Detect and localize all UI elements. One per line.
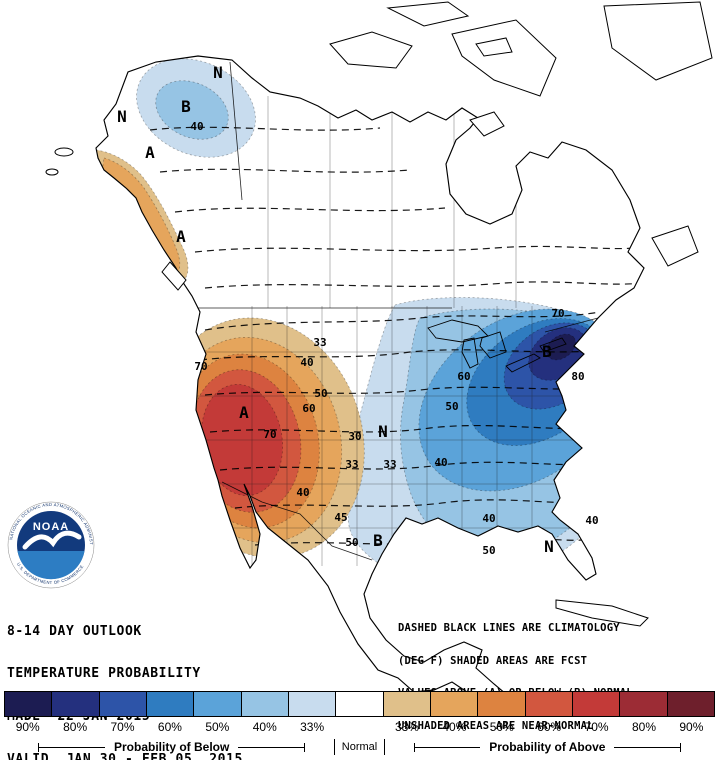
legend-label-blank	[336, 720, 383, 734]
great-lakes	[427, 319, 567, 373]
map-label-70: 70	[263, 428, 276, 441]
province-borders	[267, 96, 517, 308]
legend-bar	[4, 691, 715, 717]
map-label-N: N	[117, 107, 127, 126]
legend-cell-above-60	[525, 692, 573, 716]
bracket-line	[614, 746, 680, 748]
title-line-4: VALID JAN 30 - FEB 05, 2015	[7, 752, 243, 760]
seagull-icon	[22, 530, 82, 550]
noaa-logo: NOAA NATIONAL OCEANIC AND ATMOSPHERIC AD…	[7, 501, 95, 589]
bracket-tick-left	[413, 742, 415, 752]
map-label-40: 40	[434, 456, 447, 469]
legend-cell-above-33	[383, 692, 431, 716]
caption-above: Probability of Above	[384, 740, 715, 754]
map-label-B: B	[181, 97, 191, 116]
map-label-A: A	[145, 143, 155, 162]
legend-label-below-70: 70%	[110, 720, 135, 734]
map-label-50: 50	[314, 387, 327, 400]
note-line-4: UNSHADED AREAS ARE NEAR-NORMAL	[398, 719, 594, 732]
map-label-33: 33	[313, 336, 326, 349]
islands	[45, 1, 713, 627]
alaska-canada-border	[229, 61, 243, 201]
legend-label-below-80: 80%	[63, 720, 88, 734]
map-label-40: 40	[300, 356, 313, 369]
map-label-60: 60	[302, 402, 315, 415]
map-label-N: N	[378, 422, 388, 441]
map-label-33: 33	[345, 458, 358, 471]
caption-normal-text: Normal	[333, 739, 386, 755]
legend: 90% 80% 70% 60% 50% 40% 33% 33% 40% 50% 60% 70% 80% 9…	[4, 691, 715, 755]
legend-cell-below-50	[194, 692, 242, 716]
legend-captions: Probability of Below Normal Probability …	[4, 739, 715, 755]
bracket-line	[414, 746, 481, 748]
legend-label-above-70: 70%	[584, 720, 609, 734]
bracket-tick-right	[304, 742, 306, 752]
title-line-1: 8-14 DAY OUTLOOK	[7, 623, 142, 639]
legend-cell-below-90	[5, 692, 53, 716]
region-alaska-below-40	[155, 80, 229, 140]
legend-cell-below-60	[146, 692, 195, 716]
legend-cell-below-33	[288, 692, 337, 716]
map-label-45: 45	[334, 511, 347, 524]
map-label-70: 70	[194, 360, 207, 373]
note-line-1: DASHED BLACK LINES ARE CLIMATOLOGY	[398, 621, 620, 634]
bracket-tick-right	[679, 742, 681, 752]
legend-cell-below-40	[241, 692, 289, 716]
map-label-30: 30	[348, 430, 361, 443]
legend-cell-above-70	[572, 692, 621, 716]
map-label-A: A	[239, 403, 249, 422]
us-canada-border	[196, 307, 599, 333]
legend-label-above-40: 40%	[442, 720, 467, 734]
map-label-40: 40	[296, 486, 309, 499]
map-label-80: 80	[571, 370, 584, 383]
noaa-logo-text: NOAA	[33, 521, 69, 533]
caption-below-text: Probability of Below	[113, 740, 230, 754]
map-label-40: 40	[482, 512, 495, 525]
bracket-tick-left	[38, 742, 39, 752]
map-label-B: B	[542, 342, 552, 361]
map-label-40: 40	[585, 514, 598, 527]
legend-cell-above-80	[620, 692, 668, 716]
legend-label-below-33: 33%	[300, 720, 325, 734]
caption-above-text: Probability of Above	[489, 740, 606, 754]
map-label-33: 33	[383, 458, 396, 471]
legend-label-below-60: 60%	[157, 720, 182, 734]
map-label-N: N	[544, 537, 554, 556]
legend-cell-below-70	[99, 692, 147, 716]
caption-normal: Normal	[333, 739, 386, 755]
legend-labels: 90% 80% 70% 60% 50% 40% 33% 33% 40% 50% 60% 70% 80% 9…	[4, 720, 715, 734]
bracket-line	[238, 746, 305, 748]
legend-label-above-33: 33%	[394, 720, 419, 734]
map-label-50: 50	[482, 544, 495, 557]
legend-cell-above-50	[478, 692, 526, 716]
legend-cell-normal	[336, 692, 384, 716]
title-line-2: TEMPERATURE PROBABILITY	[7, 666, 201, 682]
legend-label-above-60: 60%	[537, 720, 562, 734]
map-label-50: 50	[445, 400, 458, 413]
map-label-40: 40	[190, 120, 203, 133]
legend-label-above-80: 80%	[631, 720, 656, 734]
map-label-60: 60	[457, 370, 470, 383]
map-label-70: 70	[551, 307, 564, 320]
map-label-A: A	[176, 227, 186, 246]
legend-label-above-90: 90%	[679, 720, 704, 734]
legend-label-below-90: 90%	[15, 720, 40, 734]
noaa-logo-wave	[17, 551, 85, 580]
legend-label-below-40: 40%	[252, 720, 277, 734]
state-borders	[196, 306, 606, 566]
note-line-2: (DEG F) SHADED AREAS ARE FCST	[398, 654, 588, 667]
map-label-B: B	[373, 531, 383, 550]
legend-cell-below-80	[52, 692, 100, 716]
legend-label-below-50: 50%	[205, 720, 230, 734]
legend-label-above-50: 50%	[489, 720, 514, 734]
legend-cell-above-40	[430, 692, 479, 716]
map-label-N: N	[213, 63, 223, 82]
bracket-line	[39, 746, 105, 748]
legend-cell-above-90	[667, 692, 714, 716]
caption-below: Probability of Below	[4, 740, 335, 754]
map-label-50: 50	[345, 536, 358, 549]
